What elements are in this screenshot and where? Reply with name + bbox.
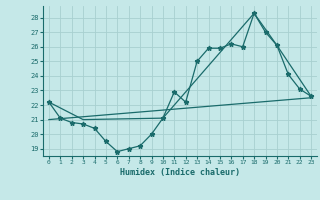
X-axis label: Humidex (Indice chaleur): Humidex (Indice chaleur) xyxy=(120,168,240,177)
